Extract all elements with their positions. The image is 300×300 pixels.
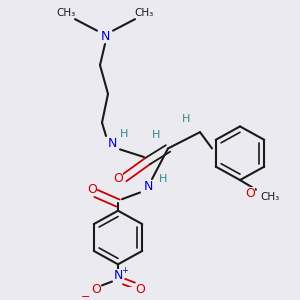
Text: H: H bbox=[182, 114, 190, 124]
Text: N: N bbox=[113, 269, 123, 282]
Text: H: H bbox=[152, 130, 160, 140]
Text: CH₃: CH₃ bbox=[56, 8, 76, 18]
Text: CH₃: CH₃ bbox=[260, 192, 280, 202]
Text: N: N bbox=[100, 30, 110, 43]
Text: CH₃: CH₃ bbox=[134, 8, 154, 18]
Text: O: O bbox=[245, 187, 255, 200]
Text: H: H bbox=[159, 174, 167, 184]
Text: N: N bbox=[107, 137, 117, 150]
Text: H: H bbox=[120, 129, 128, 139]
Text: O: O bbox=[135, 283, 145, 296]
Text: N: N bbox=[143, 180, 153, 193]
Text: O: O bbox=[113, 172, 123, 184]
Text: O: O bbox=[87, 183, 97, 196]
Text: O: O bbox=[91, 283, 101, 296]
Text: −: − bbox=[81, 292, 91, 300]
Text: +: + bbox=[122, 266, 128, 274]
